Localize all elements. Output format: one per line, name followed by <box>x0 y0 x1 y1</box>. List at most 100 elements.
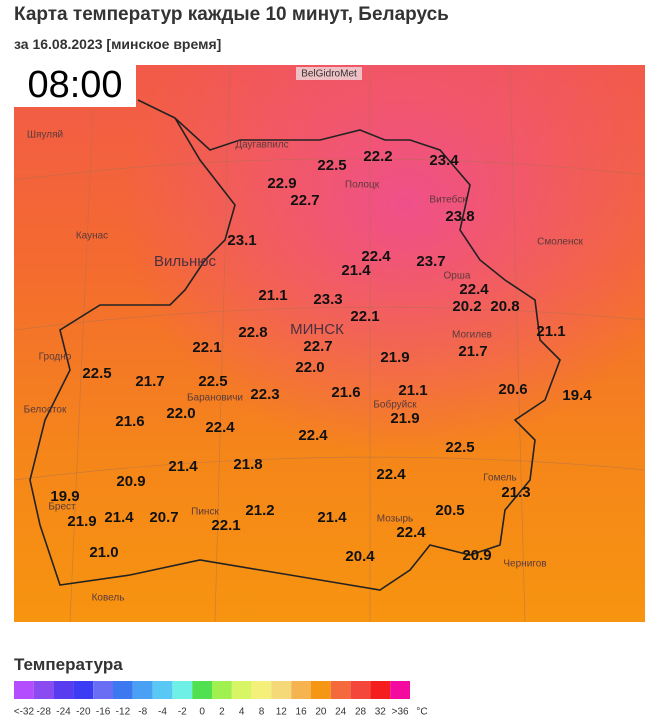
legend-swatch <box>212 681 232 699</box>
temperature-value: 22.5 <box>198 373 227 390</box>
map-hotspot <box>14 65 645 622</box>
temperature-value: 22.1 <box>192 339 221 356</box>
temperature-value: 21.4 <box>168 458 198 475</box>
legend-label: <-32 <box>14 707 35 718</box>
temperature-value: 21.9 <box>380 349 409 366</box>
temperature-value: 20.5 <box>435 502 464 519</box>
temperature-value: 20.8 <box>490 298 519 315</box>
legend-label: 0 <box>199 707 205 718</box>
temperature-value: 21.4 <box>104 509 134 526</box>
city-label: Мозырь <box>377 514 413 525</box>
city-label: Каунас <box>76 231 108 242</box>
temperature-value: 21.8 <box>233 456 262 473</box>
temperature-value: 21.6 <box>115 413 144 430</box>
city-label: МИНСК <box>290 321 344 338</box>
legend-swatch <box>132 681 153 699</box>
legend-swatch <box>14 681 34 699</box>
legend-label: -24 <box>56 707 71 718</box>
temperature-value: 21.7 <box>458 343 487 360</box>
legend-label: 12 <box>276 707 288 718</box>
temperature-value: 21.3 <box>501 484 530 501</box>
city-label: Вильнюс <box>154 253 216 270</box>
city-label: Орша <box>444 271 471 282</box>
temperature-value: 22.9 <box>267 175 296 192</box>
temperature-value: 20.7 <box>149 509 178 526</box>
legend-label: >36 <box>392 707 409 718</box>
temperature-value: 22.1 <box>350 308 379 325</box>
city-label: Чернигов <box>503 559 546 570</box>
temperature-value: 22.5 <box>445 439 474 456</box>
city-label: Гродно <box>39 352 72 363</box>
temperature-value: 22.5 <box>82 365 111 382</box>
city-label: Смоленск <box>537 237 583 248</box>
temperature-value: 22.3 <box>250 386 279 403</box>
city-label: Полоцк <box>345 180 380 191</box>
legend-label: -2 <box>178 707 187 718</box>
temperature-value: 22.8 <box>238 324 267 341</box>
legend-title: Температура <box>14 655 123 674</box>
legend-swatch <box>192 681 212 699</box>
temperature-value: 19.4 <box>562 387 592 404</box>
temperature-value: 22.7 <box>290 192 319 209</box>
temperature-value: 23.4 <box>429 152 459 169</box>
temperature-value: 21.1 <box>536 323 565 340</box>
legend-swatch <box>93 681 113 699</box>
legend-label: 24 <box>335 707 347 718</box>
legend: <-32 -28 -24 -20 -16 -12 -8 -4 -2 0 2 4 8 12 16 20 24 28 3… <box>14 681 428 718</box>
graticule <box>13 64 646 623</box>
legend-swatch <box>330 681 351 699</box>
time-box <box>14 65 136 107</box>
temperature-value: 22.2 <box>363 148 392 165</box>
temperature-value: 21.6 <box>331 384 360 401</box>
temperature-value: 23.8 <box>445 208 474 225</box>
legend-label: -12 <box>116 707 131 718</box>
temperature-value: 22.4 <box>459 281 489 298</box>
temperature-value: 22.4 <box>361 248 391 265</box>
city-label: Могилев <box>452 330 492 341</box>
time: 08:00 <box>27 64 122 106</box>
city-label: Шяуляй <box>27 130 63 141</box>
legend-swatch <box>73 681 94 699</box>
temperature-value: 21.9 <box>67 513 96 530</box>
temperature-value: 22.7 <box>303 338 332 355</box>
legend-swatch <box>370 681 391 699</box>
legend-swatch <box>251 681 272 699</box>
legend-label: 28 <box>355 707 367 718</box>
source-box <box>296 67 362 80</box>
legend-label: -28 <box>36 707 51 718</box>
temperature-value: 20.2 <box>452 298 481 315</box>
cities: МИНСК Вильнюс Каунас Шяуляй Даугавпилс Полоцк… <box>24 130 584 604</box>
legend-label: 8 <box>259 707 265 718</box>
legend-label: 32 <box>375 707 387 718</box>
temperature-value: 21.7 <box>135 373 164 390</box>
temperature-value: 23.7 <box>416 253 445 270</box>
legend-swatch <box>271 681 292 699</box>
city-label: Гомель <box>483 473 516 484</box>
temperatures: 22.2 23.422.522.922.723.823.122.4 23.721.4… <box>50 148 592 565</box>
temperature-value: 22.0 <box>295 359 324 376</box>
temperature-value: 21.1 <box>258 287 287 304</box>
temperature-value: 23.3 <box>313 291 342 308</box>
legend-swatch <box>53 681 74 699</box>
temperature-value: 21.9 <box>390 410 419 427</box>
city-label: Брест <box>48 502 76 513</box>
legend-label: -16 <box>96 707 111 718</box>
legend-swatch <box>172 681 193 699</box>
temperature-value: 22.4 <box>396 524 426 541</box>
temperature-value: 19.9 <box>50 488 79 505</box>
temperature-value: 20.9 <box>116 473 145 490</box>
title: Карта температур каждые 10 минут, Белару… <box>14 4 449 25</box>
legend-swatch <box>291 681 311 699</box>
map: 08:00 BelGidroMet МИНСК Вильнюс Каунас Шяул… <box>13 64 646 623</box>
city-label: Барановичи <box>187 393 243 404</box>
temperature-value: 21.0 <box>89 544 118 561</box>
city-label: Бобруйск <box>373 399 417 411</box>
legend-swatch <box>231 681 252 699</box>
temperature-value: 20.4 <box>345 548 375 565</box>
temperature-value: 20.9 <box>462 547 491 564</box>
legend-label: -20 <box>76 707 91 718</box>
legend-label: -8 <box>138 707 147 718</box>
temperature-value: 21.2 <box>245 502 274 519</box>
city-label: Ковель <box>92 593 125 604</box>
